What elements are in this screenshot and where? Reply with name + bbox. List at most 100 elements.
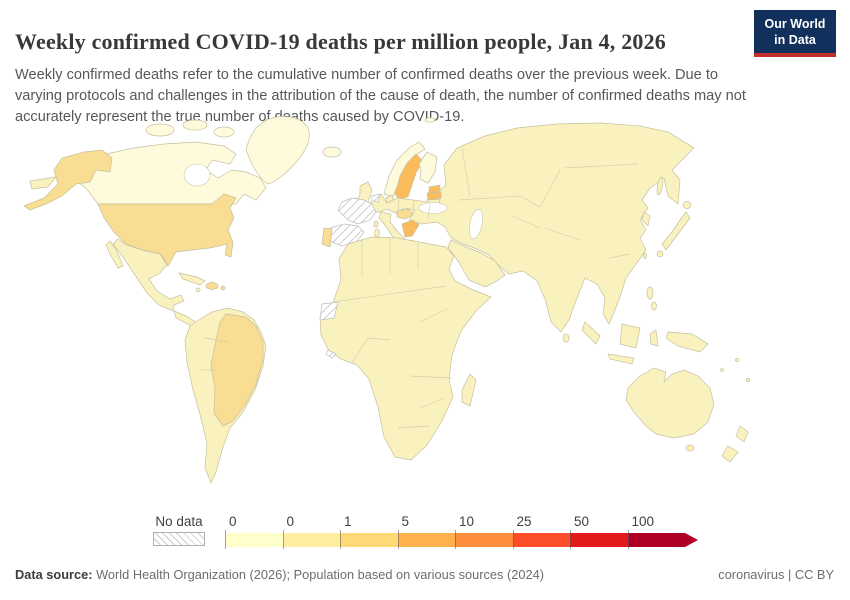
- country-mexico[interactable]: [112, 238, 185, 312]
- caspian-sea: [469, 208, 483, 240]
- legend-segment-4[interactable]: [455, 533, 513, 547]
- legend-segment-2[interactable]: [340, 533, 398, 547]
- country-greece[interactable]: [401, 219, 420, 238]
- country-svalbard[interactable]: [424, 117, 436, 123]
- country-australia[interactable]: [625, 367, 715, 439]
- country-corsica[interactable]: [373, 220, 379, 228]
- license-note[interactable]: coronavirus | CC BY: [718, 567, 834, 582]
- country-chukotka-sliver[interactable]: [29, 176, 57, 190]
- legend-segment-1[interactable]: [282, 533, 340, 547]
- country-hispaniola[interactable]: [205, 282, 219, 290]
- country-finland[interactable]: [418, 151, 438, 184]
- legend-tick-0: [225, 530, 226, 549]
- internal-country-borders: [199, 147, 639, 429]
- country-madagascar[interactable]: [461, 373, 477, 407]
- country-philippines-south[interactable]: [651, 301, 657, 311]
- legend-tick-2: [340, 530, 341, 549]
- country-pacific-island-1[interactable]: [735, 358, 739, 362]
- owid-logo-line2: in Data: [774, 32, 816, 47]
- hudson-bay: [183, 163, 211, 187]
- legend-tick-label-3: 5: [401, 514, 410, 529]
- country-baja[interactable]: [105, 240, 124, 269]
- country-sumatra[interactable]: [581, 321, 601, 345]
- country-liberia[interactable]: [325, 349, 337, 359]
- legend-segment-5[interactable]: [512, 533, 570, 547]
- country-new-zealand-north[interactable]: [735, 425, 749, 443]
- legend-arrow: [685, 533, 698, 547]
- legend-bar: [225, 533, 685, 547]
- country-puerto-rico[interactable]: [220, 285, 226, 291]
- country-jamaica[interactable]: [195, 287, 201, 293]
- legend-tick-5: [512, 530, 514, 549]
- legend-tick-1: [282, 530, 284, 549]
- legend-no-data-label: No data: [155, 514, 203, 529]
- country-java[interactable]: [607, 353, 635, 365]
- country-cuba[interactable]: [178, 272, 206, 286]
- country-tasmania[interactable]: [685, 444, 695, 452]
- country-kyushu[interactable]: [656, 250, 664, 258]
- country-portugal[interactable]: [321, 227, 333, 248]
- country-taiwan[interactable]: [643, 253, 647, 259]
- legend-tick-label-5: 25: [516, 514, 532, 529]
- legend-segment-0[interactable]: [225, 533, 283, 547]
- country-sakhalin[interactable]: [656, 176, 664, 196]
- country-latvia[interactable]: [426, 191, 442, 201]
- chart-footer: Data source: World Health Organization (…: [15, 567, 834, 582]
- legend-no-data[interactable]: No data: [153, 514, 205, 546]
- country-pacific-island-2[interactable]: [746, 378, 750, 382]
- country-sardinia[interactable]: [374, 228, 380, 238]
- legend-segment-7[interactable]: [627, 533, 685, 547]
- country-new-guinea[interactable]: [665, 331, 709, 353]
- legend-segment-3[interactable]: [397, 533, 455, 547]
- country-sulawesi[interactable]: [649, 329, 659, 347]
- owid-logo-stripe: [754, 53, 836, 58]
- country-iceland[interactable]: [322, 146, 342, 158]
- legend-tick-6: [570, 530, 571, 549]
- legend-tick-label-4: 10: [459, 514, 475, 529]
- country-arctic-island-3[interactable]: [213, 126, 235, 138]
- country-central-europe[interactable]: [396, 208, 414, 220]
- legend-tick-label-1: 0: [286, 514, 295, 529]
- legend-tick-label-7: 100: [631, 514, 655, 529]
- legend-tick-label-6: 50: [574, 514, 590, 529]
- country-borneo[interactable]: [619, 323, 641, 349]
- country-hokkaido[interactable]: [682, 201, 692, 209]
- country-netherlands[interactable]: [371, 193, 381, 203]
- country-africa[interactable]: [319, 236, 492, 461]
- legend-tick-4: [455, 530, 456, 549]
- legend-tick-label-0: 0: [229, 514, 237, 529]
- owid-logo[interactable]: Our World in Data: [754, 10, 836, 58]
- world-map-container: [0, 108, 850, 510]
- legend-tick-label-2: 1: [344, 514, 352, 529]
- country-japan[interactable]: [661, 211, 691, 251]
- country-sweden[interactable]: [394, 153, 424, 200]
- country-western-sahara[interactable]: [319, 301, 339, 321]
- country-united-states[interactable]: [97, 193, 237, 267]
- country-arabia[interactable]: [447, 239, 506, 288]
- legend-color-scale: 0 0 1 5 10 25 50 100: [225, 514, 715, 550]
- legend-tick-3: [397, 530, 399, 549]
- black-sea: [418, 202, 448, 214]
- page-title: Weekly confirmed COVID-19 deaths per mil…: [15, 28, 667, 54]
- country-brazil[interactable]: [210, 313, 264, 427]
- country-arctic-island-1[interactable]: [145, 123, 175, 137]
- data-source-text: World Health Organization (2026); Popula…: [92, 567, 544, 582]
- chart-subtitle: Weekly confirmed deaths refer to the cum…: [15, 66, 746, 126]
- country-pacific-island-3[interactable]: [720, 368, 724, 372]
- country-greenland[interactable]: [245, 116, 310, 185]
- country-new-zealand-south[interactable]: [721, 445, 739, 463]
- data-source-note: Data source: World Health Organization (…: [15, 567, 544, 582]
- data-source-label: Data source:: [15, 567, 93, 582]
- country-south-korea[interactable]: [641, 211, 651, 227]
- country-arctic-island-2[interactable]: [182, 119, 208, 131]
- country-estonia[interactable]: [428, 184, 441, 194]
- owid-logo-line1: Our World: [764, 17, 826, 31]
- legend-segment-6[interactable]: [570, 533, 628, 547]
- legend-tick-7: [627, 530, 629, 549]
- country-france[interactable]: [337, 197, 377, 225]
- legend-no-data-swatch: [153, 532, 205, 546]
- country-philippines-north[interactable]: [646, 286, 654, 300]
- eurasia-landmass[interactable]: [363, 122, 695, 333]
- country-sri-lanka[interactable]: [562, 333, 570, 343]
